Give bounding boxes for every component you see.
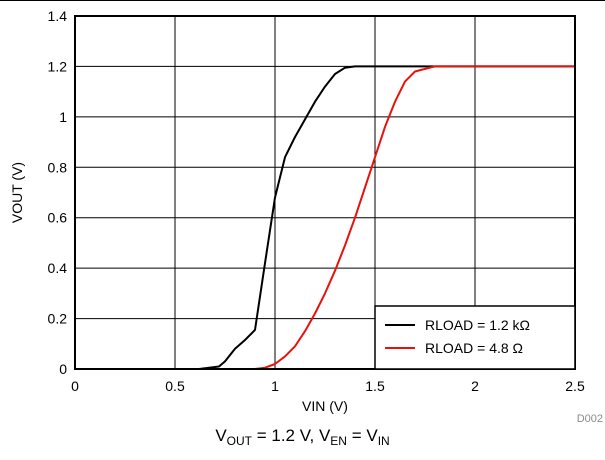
x-tick-label: 2 [471,378,479,394]
x-tick-label: 2.5 [565,378,585,394]
caption-in-subscript: IN [377,434,390,448]
tick-labels: 0 0.5 1 1.5 2 2.5 0 0.2 0.4 0.6 0.8 1 1.2 1.4 [48,8,585,394]
caption-en-subscript: EN [330,434,347,448]
y-tick-label: 0.6 [48,210,68,226]
caption-out-subscript: OUT [226,434,252,448]
y-tick-label: 1.4 [48,8,68,24]
y-tick-label: 0.8 [48,159,68,175]
x-tick-label: 0 [71,378,79,394]
series-line-2 [199,65,575,370]
legend: RLOAD = 1.2 kΩ RLOAD = 4.8 Ω [374,305,576,370]
y-tick-label: 0 [59,361,67,377]
caption-v: V [215,426,227,445]
legend-box [374,305,576,370]
caption-equals: = V [346,426,378,445]
caption-middle: = 1.2 V, V [252,426,331,445]
plot-frame [74,15,576,370]
top-rule [0,0,605,1]
x-axis-label: VIN (V) [302,398,348,414]
y-tick-label: 0.2 [48,311,68,327]
x-tick-label: 0.5 [165,378,185,394]
y-tick-label: 1.2 [48,58,68,74]
y-axis-label: VOUT (V) [9,162,25,223]
x-tick-label: 1.5 [365,378,385,394]
figure-id: D002 [577,413,603,425]
series-lines [198,65,575,370]
y-tick-label: 0.4 [48,260,68,276]
legend-label-series-2: RLOAD = 4.8 Ω [425,340,523,356]
series-line-1 [198,65,575,370]
chart-caption: VOUT = 1.2 V, VEN = VIN [0,426,605,448]
x-tick-label: 1 [271,378,279,394]
legend-label-series-1: RLOAD = 1.2 kΩ [425,317,530,333]
y-tick-label: 1 [59,109,67,125]
